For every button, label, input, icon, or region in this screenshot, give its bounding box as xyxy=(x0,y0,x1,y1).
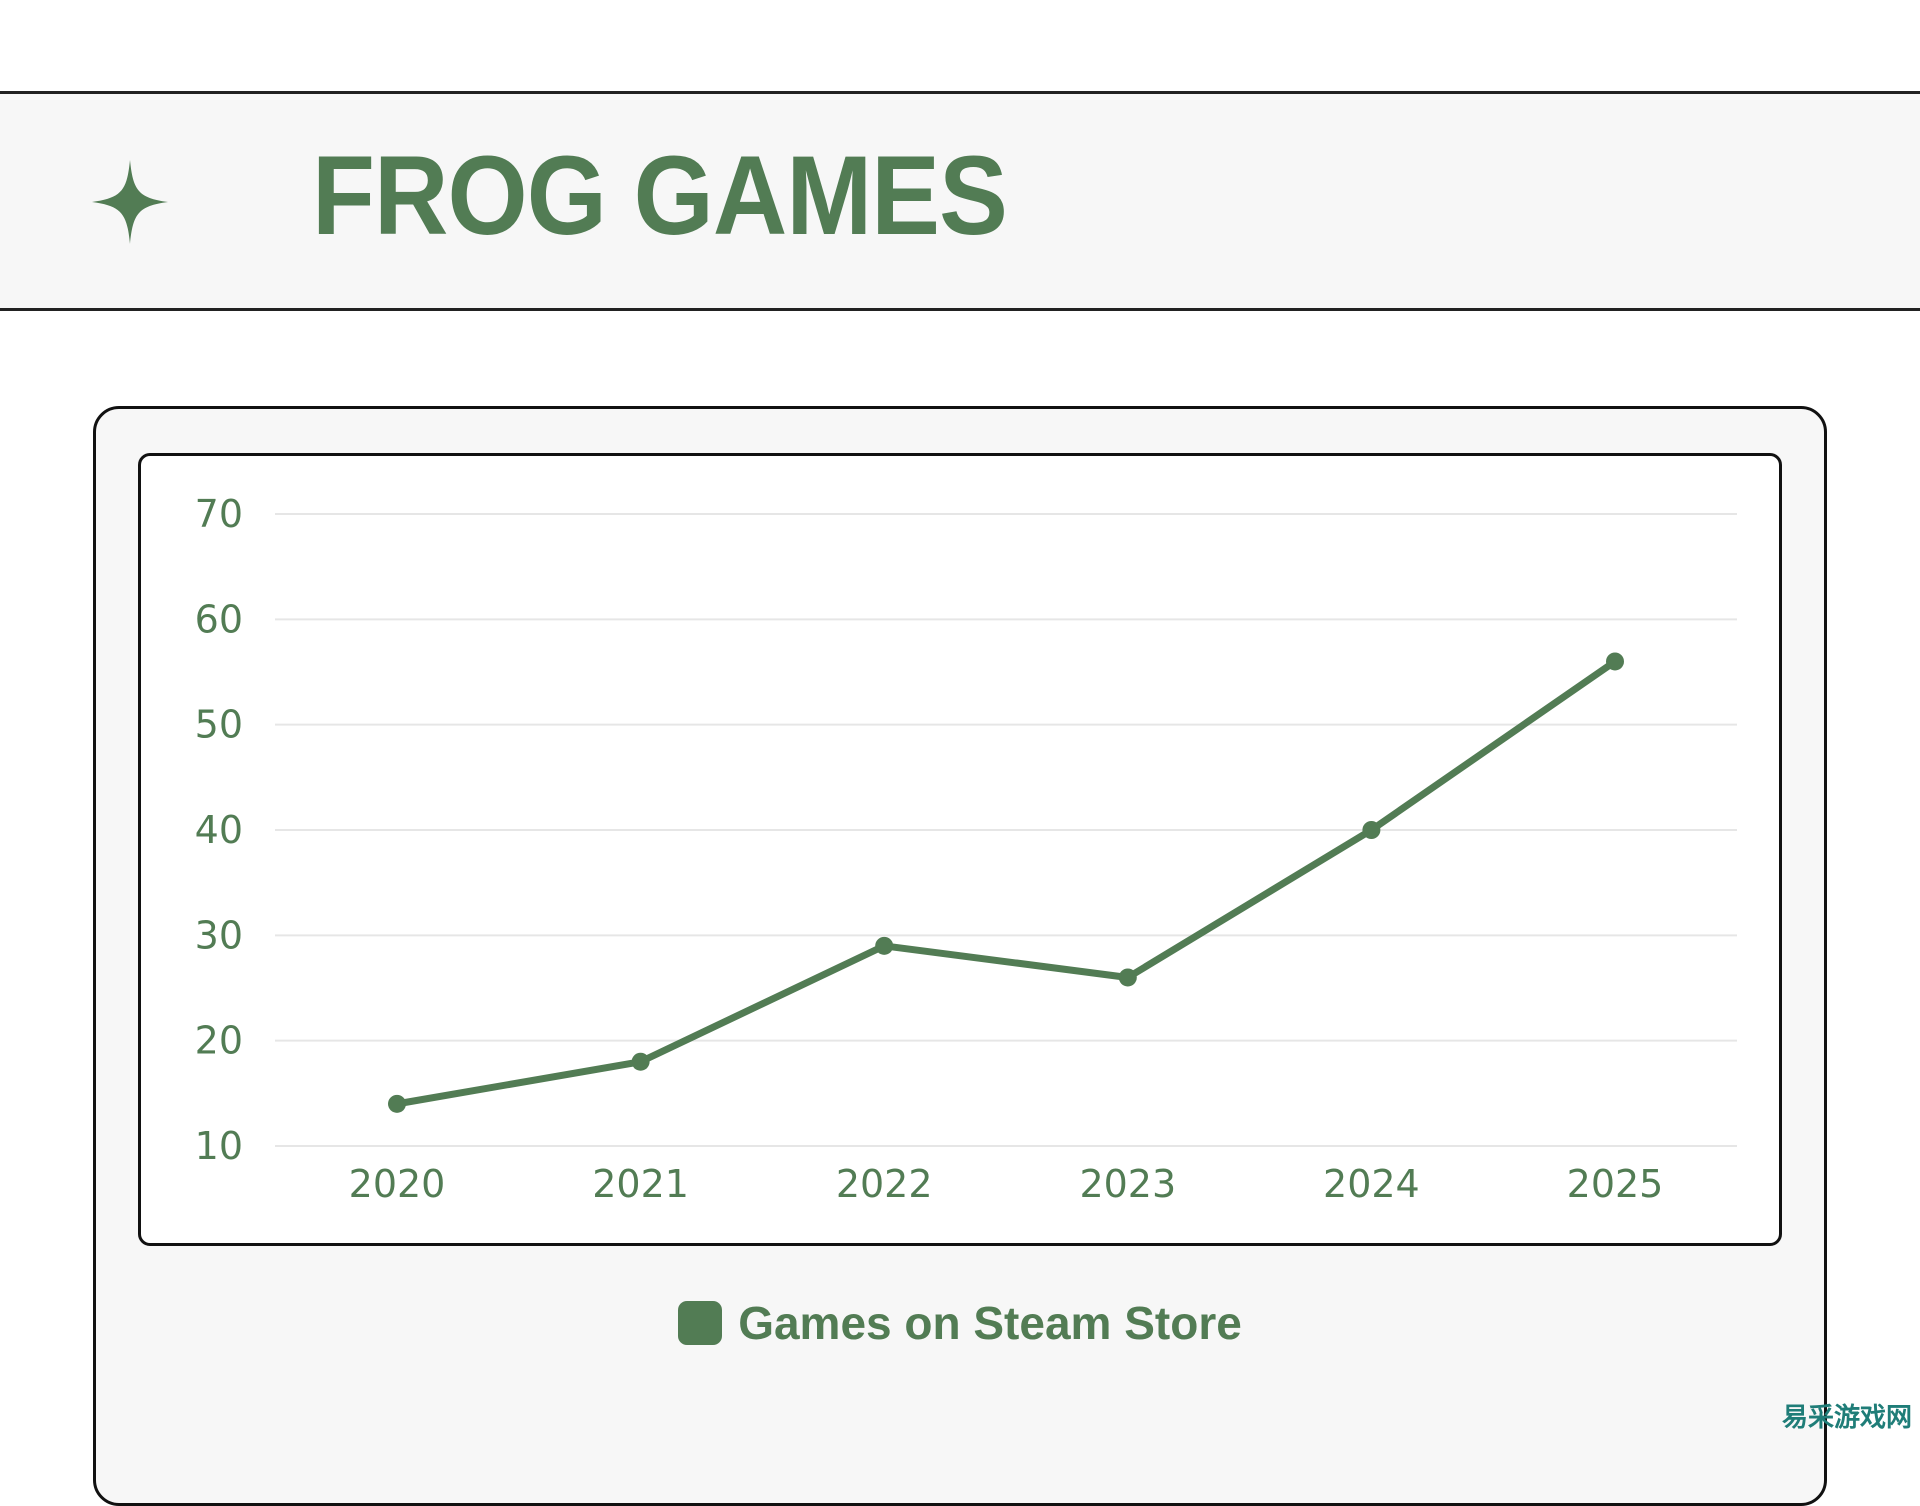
y-tick-label: 70 xyxy=(195,492,243,536)
data-point xyxy=(631,1052,650,1071)
x-tick-label: 2022 xyxy=(836,1162,933,1206)
y-tick-label: 50 xyxy=(195,703,243,747)
watermark: 易采游戏网 xyxy=(1781,1403,1912,1433)
data-point xyxy=(875,936,894,955)
legend-swatch xyxy=(678,1301,723,1345)
data-point xyxy=(1606,652,1624,671)
x-tick-label: 2023 xyxy=(1079,1162,1176,1206)
line-chart: 10 20 30 40 50 60 70 2020 2021 2022 2023 2024 2025 xyxy=(195,492,1737,1206)
data-point xyxy=(1118,968,1137,987)
y-tick-label: 10 xyxy=(195,1124,243,1168)
chart-panel xyxy=(138,453,1782,1246)
y-tick-label: 60 xyxy=(195,597,243,641)
y-tick-label: 30 xyxy=(195,913,243,957)
x-tick-label: 2020 xyxy=(349,1162,446,1206)
legend[interactable]: Games on Steam Store xyxy=(0,1296,1920,1350)
data-point xyxy=(388,1094,406,1113)
header-bar xyxy=(0,91,1920,311)
y-tick-label: 20 xyxy=(195,1019,243,1063)
x-tick-label: 2021 xyxy=(592,1162,689,1206)
series-line xyxy=(396,658,1617,1108)
x-tick-label: 2025 xyxy=(1567,1162,1664,1206)
legend-label: Games on Steam Store xyxy=(738,1297,1242,1349)
data-point xyxy=(1362,821,1381,839)
page-title: FROG GAMES xyxy=(312,133,1008,258)
x-tick-label: 2024 xyxy=(1323,1162,1420,1206)
sparkle-icon xyxy=(92,160,168,244)
y-tick-label: 40 xyxy=(195,808,243,852)
